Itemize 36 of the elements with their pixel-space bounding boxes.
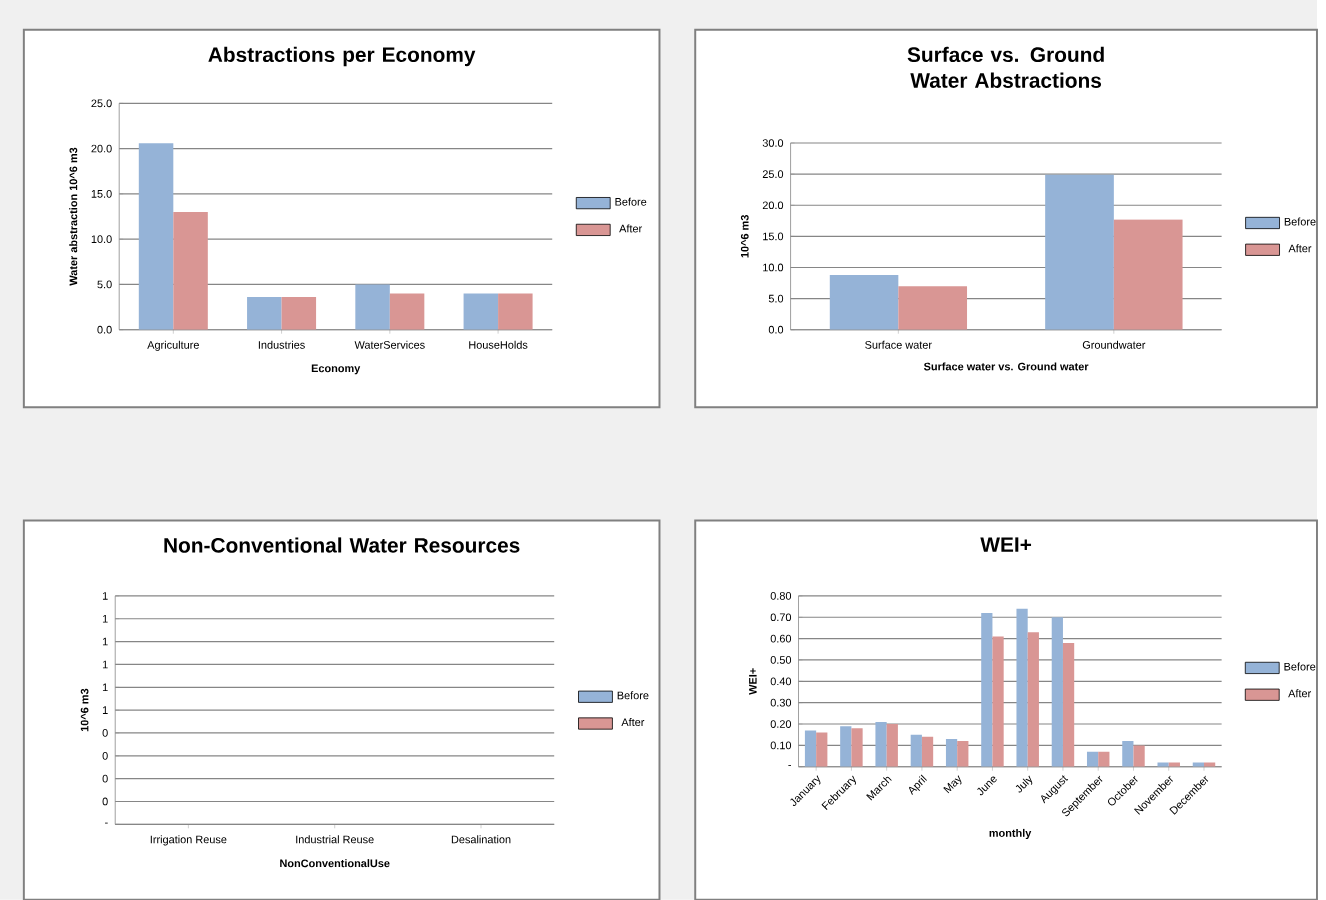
- bar: [1045, 174, 1114, 330]
- bar: [463, 293, 499, 330]
- bar: [389, 293, 425, 330]
- bar: [829, 274, 899, 330]
- bar: [173, 211, 208, 330]
- chart-title: WEI+: [980, 536, 1032, 552]
- bar: [981, 612, 993, 767]
- bar: [886, 723, 898, 767]
- chart-title: Abstractions per Economy: [208, 46, 476, 66]
- bar: [138, 142, 174, 330]
- bar: [1098, 751, 1110, 767]
- bar: [840, 725, 852, 767]
- chart-title: Surface vs. Ground Water Abstractions: [907, 46, 1104, 88]
- bar: [875, 721, 887, 767]
- bar: [910, 734, 922, 767]
- bar: [247, 296, 282, 330]
- bar: [281, 296, 317, 330]
- bar: [1027, 631, 1039, 767]
- bar: [957, 740, 969, 767]
- bar: [1113, 219, 1183, 330]
- bar: [355, 284, 390, 330]
- bar: [921, 736, 934, 767]
- bar: [498, 293, 533, 330]
- bar: [851, 727, 863, 767]
- bar: [1016, 608, 1028, 767]
- bar: [1133, 744, 1145, 767]
- bar: [945, 738, 958, 767]
- bar: [992, 636, 1004, 767]
- bar: [1062, 642, 1075, 767]
- bar: [1122, 740, 1134, 767]
- bar: [898, 285, 968, 330]
- chart-title: Non-Conventional Water Resources: [164, 536, 520, 553]
- bar: [816, 732, 828, 767]
- bar: [804, 730, 817, 767]
- bar: [1051, 616, 1063, 767]
- bar: [1086, 751, 1099, 767]
